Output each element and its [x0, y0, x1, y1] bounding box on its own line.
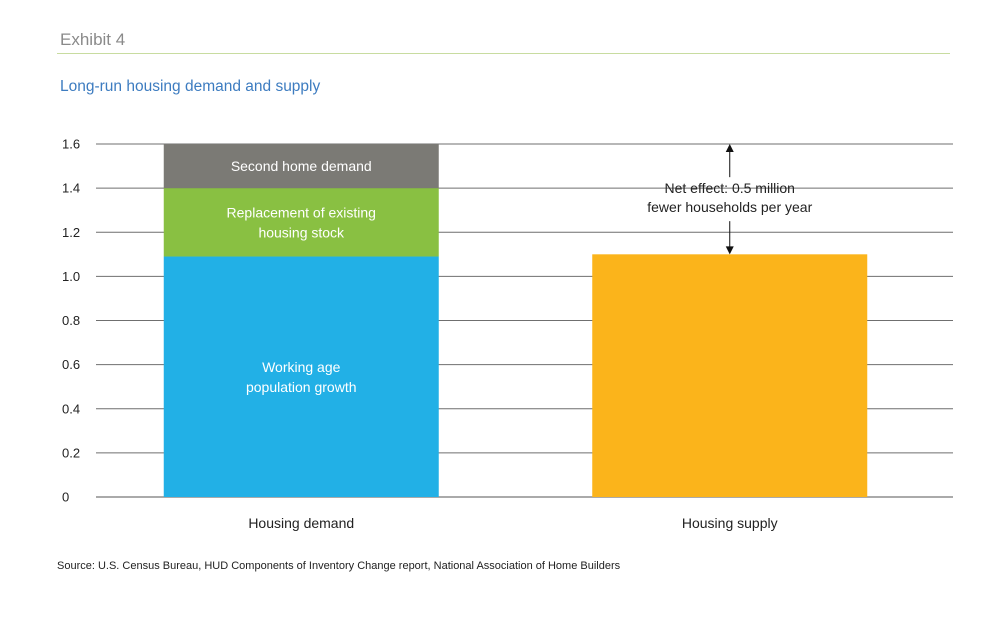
y-tick-label: 0.4: [62, 401, 80, 416]
segment-label: Working age: [262, 359, 341, 375]
x-category-label: Housing demand: [248, 515, 354, 531]
y-tick-label: 1.6: [62, 137, 80, 152]
annotation-text: fewer households per year: [647, 199, 812, 215]
exhibit-label: Exhibit 4: [60, 30, 126, 49]
header-rule: [57, 53, 950, 54]
segment-label: housing stock: [258, 224, 345, 240]
y-tick-label: 0.8: [62, 313, 80, 328]
bar-segment-4: [592, 254, 868, 497]
segment-label: Replacement of existing: [227, 204, 376, 220]
y-tick-label: 1.2: [62, 225, 80, 240]
chart-title: Long-run housing demand and supply: [60, 78, 321, 95]
y-tick-label: 0: [62, 490, 69, 505]
annotation-text: Net effect: 0.5 million: [665, 180, 795, 196]
arrowhead-up: [725, 144, 734, 152]
y-tick-label: 1.4: [62, 181, 80, 196]
y-tick-label: 0.6: [62, 357, 80, 372]
segment-label: Second home demand: [231, 158, 372, 174]
y-tick-label: 1.0: [62, 269, 80, 284]
bar-segment-3: [163, 144, 439, 189]
y-tick-label: 0.2: [62, 445, 80, 460]
bar-segment-1: [163, 256, 439, 497]
arrowhead-down: [725, 246, 734, 255]
segment-label: population growth: [246, 379, 357, 395]
x-category-label: Housing supply: [682, 515, 778, 531]
source-note: Source: U.S. Census Bureau, HUD Componen…: [57, 560, 621, 572]
bar-segment-2: [163, 188, 439, 257]
